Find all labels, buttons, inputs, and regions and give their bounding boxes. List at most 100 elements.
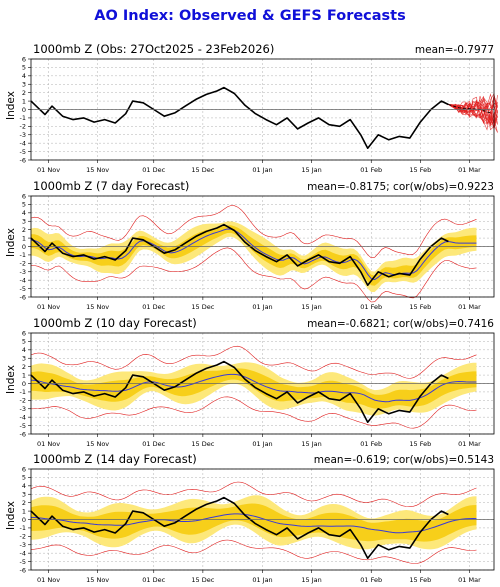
y-tick-label: 0 [22,380,26,388]
x-tick-label: 01 Feb [360,440,382,448]
forecast-mean-line [30,373,477,403]
x-tick-label: 01 Jan [252,303,272,311]
y-tick-label: 3 [22,355,26,363]
forecast-max-line [30,481,477,508]
panel-7day: 1000mb Z (7 day Forecast) mean=-0.8175; … [0,179,500,314]
panel-title: 1000mb Z (Obs: 27Oct2025 - 23Feb2026) [33,42,275,56]
forecast-spread-inner [31,368,477,409]
y-tick-label: -4 [20,139,26,147]
plot-frame [30,468,495,571]
x-tick-label: 15 Feb [409,303,431,311]
x-tick-label: 15 Feb [409,440,431,448]
y-tick-label: -2 [20,260,26,268]
x-tick-label: 15 Dec [191,166,214,174]
x-tick-label: 01 Mar [458,576,481,584]
y-tick-label: -5 [20,148,26,156]
y-tick-label: 6 [22,55,26,63]
x-tick-label: 01 Feb [360,576,382,584]
panel-title: 1000mb Z (10 day Forecast) [33,316,197,330]
x-tick-label: 01 Mar [458,303,481,311]
y-tick-label: 3 [22,491,26,499]
x-tick-label: 01 Jan [252,440,272,448]
x-tick-label: 01 Nov [37,303,60,311]
y-tick-label: 3 [22,81,26,89]
panel-stats: mean=-0.6821; cor(w/obs)=0.7416 [307,318,494,330]
y-tick-label: 1 [22,507,26,515]
panel-stats: mean=-0.7977 [414,44,494,56]
observed-line [30,360,449,423]
x-tick-label: 01 Nov [37,576,60,584]
y-tick-label: 2 [22,226,26,234]
observed-line [30,223,449,286]
y-tick-label: -5 [20,285,26,293]
x-tick-label: 15 Nov [86,576,109,584]
y-tick-label: 4 [22,346,26,354]
x-tick-label: 15 Jan [301,576,321,584]
panel-stats: mean=-0.619; cor(w/obs)=0.5143 [313,454,494,466]
y-tick-label: -3 [20,131,26,139]
y-tick-label: -6 [20,293,26,301]
plot-frame [30,195,495,298]
y-tick-label: -4 [20,276,26,284]
y-tick-label: -1 [20,251,26,259]
y-tick-label: 1 [22,97,26,105]
y-tick-label: 2 [22,363,26,371]
x-tick-label: 01 Dec [142,166,165,174]
plot-frame [30,58,495,161]
y-tick-label: 5 [22,474,26,482]
ensemble-member-line [448,101,498,130]
y-tick-label: 6 [22,465,26,473]
y-tick-label: 5 [22,201,26,209]
y-tick-label: 0 [22,106,26,114]
x-tick-label: 01 Nov [37,440,60,448]
forecast-min-line [30,247,477,303]
forecast-mean-line [30,513,477,534]
panel-title: 1000mb Z (14 day Forecast) [33,452,197,466]
y-tick-label: -1 [20,524,26,532]
x-tick-label: 15 Dec [191,303,214,311]
panel-title: 1000mb Z (7 day Forecast) [33,179,190,193]
y-tick-label: -3 [20,541,26,549]
y-tick-label: -1 [20,388,26,396]
y-tick-label: 5 [22,64,26,72]
x-tick-label: 01 Dec [142,303,165,311]
x-tick-label: 01 Dec [142,576,165,584]
x-tick-label: 15 Feb [409,166,431,174]
y-tick-label: -3 [20,405,26,413]
x-tick-label: 15 Jan [301,166,321,174]
y-tick-label: 6 [22,192,26,200]
ensemble-member-line [448,95,498,133]
y-tick-label: -6 [20,566,26,574]
x-tick-label: 15 Nov [86,303,109,311]
y-tick-label: 4 [22,482,26,490]
y-tick-label: -5 [20,422,26,430]
y-tick-label: 0 [22,516,26,524]
y-tick-label: -4 [20,549,26,557]
y-tick-label: -3 [20,268,26,276]
x-tick-label: 01 Jan [252,166,272,174]
panel-10day: 1000mb Z (10 day Forecast) mean=-0.6821;… [0,316,500,451]
ensemble-mean-line [448,104,491,114]
y-tick-label: -5 [20,558,26,566]
observed-line [30,496,449,559]
y-tick-label: 6 [22,329,26,337]
x-tick-label: 01 Jan [252,576,272,584]
x-tick-label: 15 Dec [191,576,214,584]
plot-frame [30,332,495,435]
x-tick-label: 01 Feb [360,166,382,174]
forecast-max-line [30,205,477,259]
forecast-max-line [30,345,477,379]
x-tick-label: 01 Mar [458,166,481,174]
x-tick-label: 01 Feb [360,303,382,311]
y-tick-label: 2 [22,499,26,507]
y-tick-label: -1 [20,114,26,122]
y-tick-label: 1 [22,234,26,242]
panel-stats: mean=-0.8175; cor(w/obs)=0.9223 [307,181,494,193]
x-tick-label: 15 Nov [86,166,109,174]
y-tick-label: -4 [20,413,26,421]
x-tick-label: 15 Nov [86,440,109,448]
